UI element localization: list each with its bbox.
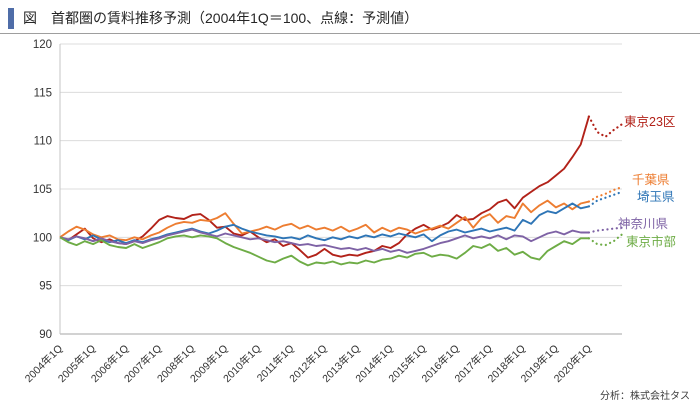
series-forecast-line-kanagawa: [587, 226, 624, 234]
series-forecast-line-tokyoshibu: [587, 233, 624, 247]
figure-label: 図: [23, 10, 38, 26]
header-divider: [0, 33, 700, 34]
series-line-chiba: [59, 199, 590, 242]
title-accent-bar: [8, 7, 14, 29]
series-forecast-line-tokyo23ku: [587, 115, 624, 138]
source-note: 分析：株式会社タス: [600, 391, 690, 402]
figure-header: 図 首都圏の賃料推移予測（2004年1Q＝100、点線：予測値）: [8, 6, 418, 30]
figure-title: 首都圏の賃料推移予測（2004年1Q＝100、点線：予測値）: [51, 10, 419, 26]
legend-label-chiba: 千葉県: [632, 173, 670, 187]
y-tick-label: 100: [33, 232, 52, 244]
y-tick-label: 120: [33, 39, 52, 51]
legend-label-saitama: 埼玉県: [637, 190, 675, 204]
series-line-kanagawa: [59, 228, 589, 254]
series-line-tokyo23ku: [59, 116, 590, 259]
series-forecast-line-saitama: [587, 190, 624, 208]
y-tick-label: 105: [33, 184, 52, 196]
y-tick-label: 115: [34, 87, 52, 99]
legend-label-kanagawa: 神奈川県: [618, 217, 668, 231]
y-tick-label: 110: [34, 136, 52, 148]
series-forecast-line-chiba: [587, 186, 624, 203]
legend-label-tokyoshibu: 東京市部: [626, 234, 676, 249]
legend-label-tokyo23ku: 東京23区: [624, 115, 675, 129]
y-tick-label: 95: [39, 281, 52, 293]
series-line-tokyoshibu: [59, 234, 589, 267]
y-tick-label: 90: [39, 329, 52, 341]
